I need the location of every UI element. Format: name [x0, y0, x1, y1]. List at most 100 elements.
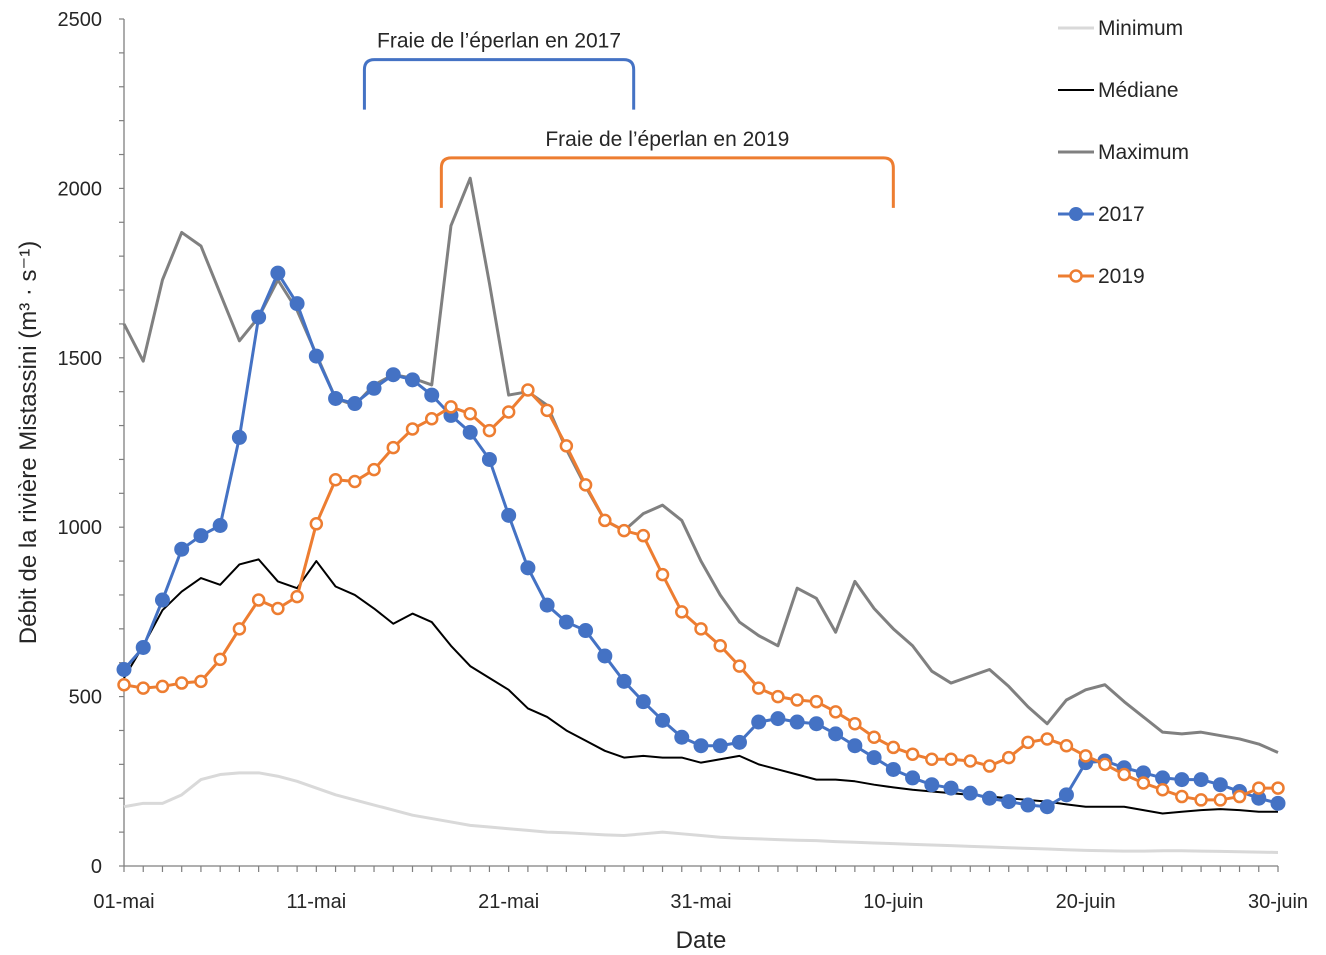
data-point: [828, 705, 843, 719]
data-point: [885, 761, 901, 777]
data-point: [674, 729, 690, 745]
data-point: [213, 652, 227, 667]
legend-marker: [1069, 269, 1083, 283]
series-minimum: [123, 771, 1279, 854]
data-point: [347, 396, 363, 412]
y-tick-label: 2000: [58, 178, 103, 200]
data-point: [847, 738, 863, 754]
data-point: [694, 622, 708, 636]
data-point: [194, 674, 208, 689]
data-point: [309, 517, 324, 531]
data-point: [328, 473, 343, 487]
series-2019: [117, 383, 1285, 807]
data-point: [1271, 781, 1285, 795]
y-axis-title: Débit de la rivière Mistassini (m³ · s⁻¹…: [15, 241, 42, 644]
data-point: [925, 752, 939, 767]
data-point: [1021, 735, 1035, 750]
x-tick-label: 21-mai: [478, 891, 539, 913]
data-point: [116, 661, 132, 677]
legend-label: Maximum: [1098, 141, 1189, 164]
data-point: [444, 400, 458, 414]
data-point: [616, 673, 632, 689]
data-point: [1270, 795, 1286, 811]
data-point: [963, 754, 978, 768]
legend-item: Maximum: [1058, 141, 1189, 164]
data-point: [405, 372, 420, 388]
data-point: [405, 422, 420, 436]
data-point: [886, 740, 901, 755]
data-point: [174, 676, 189, 690]
data-point: [713, 639, 727, 653]
data-point: [251, 593, 266, 607]
data-point: [848, 716, 862, 731]
data-point: [1001, 750, 1016, 765]
data-point: [462, 424, 478, 440]
data-point: [655, 567, 670, 582]
data-point: [424, 387, 440, 403]
x-tick-label: 01-mai: [93, 891, 154, 913]
data-point: [866, 750, 882, 766]
data-point: [136, 681, 150, 695]
data-point: [540, 403, 554, 418]
annotation-label: Fraie de l’éperlan en 2019: [545, 128, 789, 151]
y-tick-label: 1500: [58, 348, 103, 370]
data-point: [1155, 770, 1171, 786]
data-point: [1039, 799, 1055, 815]
data-point: [521, 383, 535, 397]
legend-item: 2019: [1058, 265, 1145, 288]
legend-item: Médiane: [1058, 79, 1179, 102]
data-point: [1117, 767, 1131, 782]
data-point: [559, 439, 574, 453]
x-tick-label: 10-juin: [863, 891, 923, 913]
data-point: [598, 513, 612, 528]
data-point: [731, 734, 747, 750]
series-médiane: [123, 558, 1278, 815]
data-point: [308, 348, 324, 364]
data-point: [385, 367, 401, 383]
legend-item: Minimum: [1058, 17, 1183, 40]
x-axis: 01-mai 11-mai 21-mai 31-mai 10-juin 20-juin 30…: [93, 865, 1308, 913]
legend-label: 2019: [1098, 265, 1145, 288]
series-line: [123, 558, 1278, 815]
data-point: [770, 711, 786, 727]
data-point: [290, 589, 304, 604]
data-point: [597, 648, 613, 664]
data-point: [501, 405, 516, 419]
data-point: [732, 659, 747, 673]
data-point: [1098, 757, 1112, 772]
data-point: [289, 296, 305, 312]
data-point: [1040, 732, 1054, 746]
data-point: [675, 605, 689, 619]
data-point: [751, 681, 766, 695]
data-point: [1252, 781, 1266, 795]
data-point: [962, 785, 978, 801]
x-tick-label: 31-mai: [670, 891, 731, 913]
x-axis-title: Date: [676, 927, 727, 954]
data-point: [635, 694, 651, 710]
data-point: [617, 523, 631, 538]
y-axis: 0 500 1000 1500 2000 2500: [58, 9, 125, 878]
x-tick-label: 20-juin: [1056, 891, 1116, 913]
data-point: [924, 777, 940, 793]
data-point: [1212, 777, 1228, 793]
data-point: [1155, 783, 1170, 797]
data-point: [1078, 749, 1093, 763]
data-point: [693, 738, 709, 754]
legend-label: Médiane: [1098, 79, 1179, 102]
data-point: [154, 592, 170, 608]
data-point: [982, 759, 997, 773]
annotation-bracket: [439, 156, 895, 208]
data-point: [578, 478, 593, 492]
series-2017: [116, 265, 1286, 815]
data-point: [1175, 789, 1189, 804]
series-group: [116, 176, 1286, 854]
data-point: [905, 747, 920, 761]
data-point: [424, 412, 439, 426]
data-point: [808, 716, 824, 732]
data-point: [135, 639, 151, 655]
data-point: [1136, 776, 1151, 790]
data-point: [712, 738, 728, 754]
data-point: [366, 380, 382, 396]
data-point: [636, 528, 651, 543]
y-tick-label: 0: [91, 856, 102, 878]
